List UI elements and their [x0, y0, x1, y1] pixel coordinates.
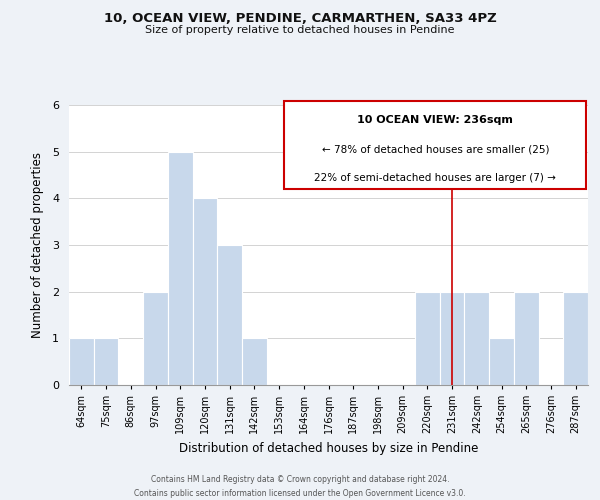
Text: 10 OCEAN VIEW: 236sqm: 10 OCEAN VIEW: 236sqm — [358, 116, 514, 126]
Bar — [514, 292, 539, 385]
Bar — [415, 292, 440, 385]
Bar — [489, 338, 514, 385]
Y-axis label: Number of detached properties: Number of detached properties — [31, 152, 44, 338]
Text: 10, OCEAN VIEW, PENDINE, CARMARTHEN, SA33 4PZ: 10, OCEAN VIEW, PENDINE, CARMARTHEN, SA3… — [104, 12, 496, 26]
X-axis label: Distribution of detached houses by size in Pendine: Distribution of detached houses by size … — [179, 442, 478, 454]
Bar — [168, 152, 193, 385]
Text: ← 78% of detached houses are smaller (25): ← 78% of detached houses are smaller (25… — [322, 145, 549, 155]
Bar — [143, 292, 168, 385]
Text: Contains HM Land Registry data © Crown copyright and database right 2024.
Contai: Contains HM Land Registry data © Crown c… — [134, 476, 466, 498]
Text: Size of property relative to detached houses in Pendine: Size of property relative to detached ho… — [145, 25, 455, 35]
Bar — [193, 198, 217, 385]
Bar — [440, 292, 464, 385]
Bar — [563, 292, 588, 385]
Bar — [242, 338, 267, 385]
Bar — [69, 338, 94, 385]
FancyBboxPatch shape — [284, 101, 586, 189]
Text: 22% of semi-detached houses are larger (7) →: 22% of semi-detached houses are larger (… — [314, 173, 556, 183]
Bar — [464, 292, 489, 385]
Bar — [217, 245, 242, 385]
Bar — [94, 338, 118, 385]
